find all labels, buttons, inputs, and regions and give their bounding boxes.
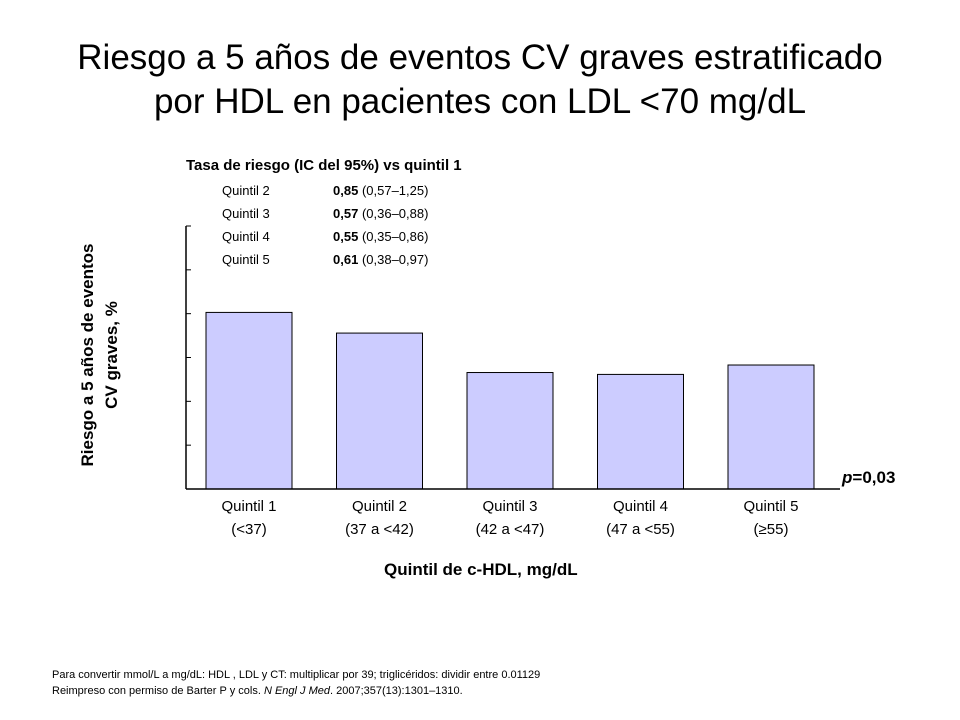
footnote-line-1: Para convertir mmol/L a mg/dL: HDL , LDL… bbox=[52, 669, 541, 681]
hazard-ratio-ci: (0,35–0,86) bbox=[361, 229, 429, 244]
hazard-ratio-value: 0,61 bbox=[333, 252, 359, 267]
x-tick-label: Quintil 2 bbox=[352, 498, 407, 515]
p-value-text: =0,03 bbox=[852, 468, 896, 487]
x-tick-sublabel: (≥55) bbox=[754, 521, 789, 538]
x-tick-label: Quintil 5 bbox=[743, 498, 798, 515]
bar bbox=[466, 372, 554, 490]
x-tick-sublabel: (47 a <55) bbox=[606, 521, 675, 538]
x-tick-label: Quintil 1 bbox=[221, 498, 276, 515]
title-line-2: por HDL en pacientes con LDL <70 mg/dL bbox=[153, 82, 807, 121]
x-tick-label: Quintil 3 bbox=[482, 498, 537, 515]
hazard-ratio-value: 0,85 bbox=[333, 183, 359, 198]
hazard-ratio-ci: (0,38–0,97) bbox=[361, 252, 429, 267]
footnote-journal: N Engl J Med bbox=[263, 685, 330, 697]
bar bbox=[205, 311, 293, 490]
hazard-ratio-ci: (0,57–1,25) bbox=[361, 183, 429, 198]
p-value-prefix: p bbox=[842, 468, 853, 487]
x-tick-label: Quintil 4 bbox=[613, 498, 668, 515]
hazard-ratio-value-group: 0,61 (0,38–0,97) bbox=[333, 252, 428, 267]
hazard-ratio-value: 0,55 bbox=[333, 229, 359, 244]
hazard-ratio-value: 0,57 bbox=[333, 206, 359, 221]
page-title: Riesgo a 5 años de eventos CV graves est… bbox=[0, 36, 960, 124]
x-tick-sublabel: (42 a <47) bbox=[476, 521, 545, 538]
x-axis-label: Quintil de c-HDL, mg/dL bbox=[384, 560, 578, 579]
x-tick-sublabel: (37 a <42) bbox=[345, 521, 414, 538]
hazard-ratio-value-group: 0,55 (0,35–0,86) bbox=[333, 229, 428, 244]
p-value: p=0,03 bbox=[842, 468, 895, 488]
hazard-ratio-ci: (0,36–0,88) bbox=[361, 206, 429, 221]
title-line-1: Riesgo a 5 años de eventos CV graves est… bbox=[77, 38, 883, 77]
bar bbox=[336, 332, 423, 490]
hazard-ratio-heading: Tasa de riesgo (IC del 95%) vs quintil 1 bbox=[186, 157, 462, 174]
footnote-line-2: Reimpreso con permiso de Barter P y cols… bbox=[52, 683, 540, 699]
hazard-ratio-quintile: Quintil 4 bbox=[222, 229, 270, 244]
hazard-ratio-quintile: Quintil 2 bbox=[222, 183, 270, 198]
hazard-ratio-value-group: 0,57 (0,36–0,88) bbox=[333, 206, 428, 221]
x-tick-sublabel: (<37) bbox=[231, 521, 266, 538]
hazard-ratio-value-group: 0,85 (0,57–1,25) bbox=[333, 183, 428, 198]
footnote-citation-suffix: . 2007;357(13):1301–1310. bbox=[329, 685, 463, 697]
footnote: Para convertir mmol/L a mg/dL: HDL , LDL… bbox=[52, 667, 540, 699]
footnote-citation-prefix: Reimpreso con permiso de Barter P y cols… bbox=[52, 685, 264, 697]
hazard-ratio-quintile: Quintil 3 bbox=[222, 206, 270, 221]
bar bbox=[727, 364, 815, 490]
hazard-ratio-quintile: Quintil 5 bbox=[222, 252, 270, 267]
bar bbox=[597, 373, 684, 490]
